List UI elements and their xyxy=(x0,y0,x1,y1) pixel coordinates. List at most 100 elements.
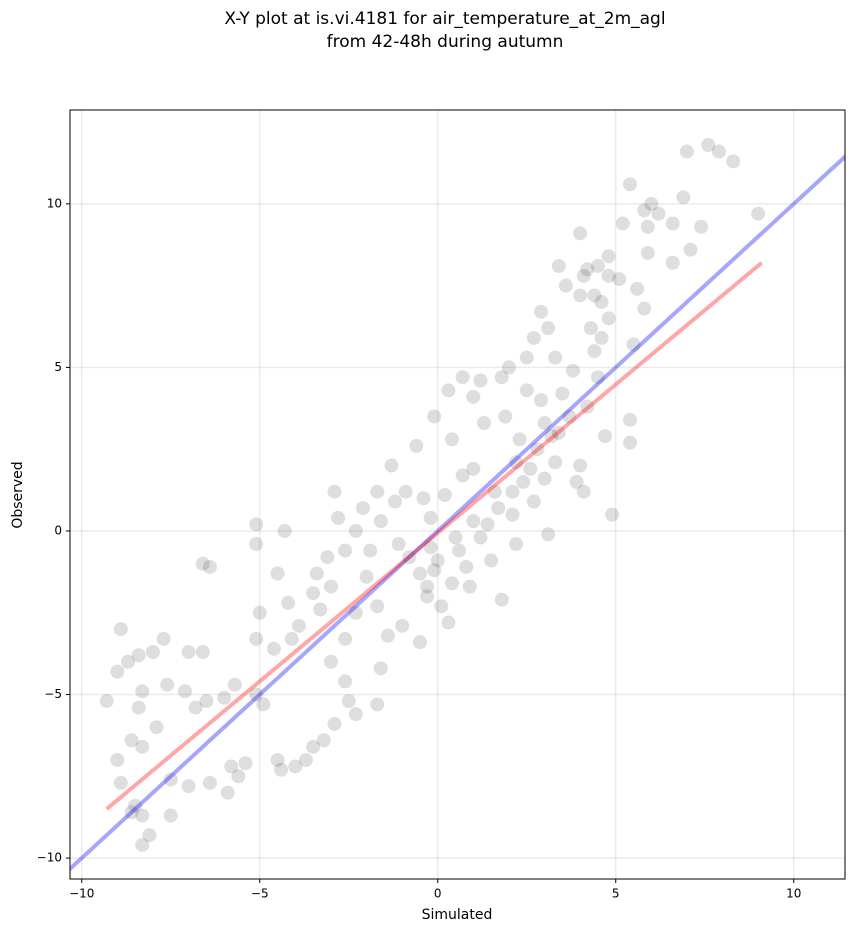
y-axis-label: Observed xyxy=(10,461,26,528)
point xyxy=(555,386,570,401)
point xyxy=(665,255,680,270)
point xyxy=(580,262,595,277)
point xyxy=(316,733,331,748)
point xyxy=(288,759,303,774)
point xyxy=(177,684,192,699)
point xyxy=(434,599,449,614)
point xyxy=(509,537,524,552)
x-axis-label: Simulated xyxy=(422,907,493,923)
point xyxy=(612,272,627,287)
point xyxy=(348,707,363,722)
point xyxy=(644,196,659,211)
point xyxy=(409,438,424,453)
point xyxy=(665,216,680,231)
point xyxy=(348,605,363,620)
point xyxy=(217,690,232,705)
point xyxy=(99,694,114,709)
point xyxy=(651,206,666,221)
point xyxy=(327,716,342,731)
y-tick-label: −5 xyxy=(44,687,62,701)
point xyxy=(640,245,655,260)
point xyxy=(412,566,427,581)
point xyxy=(124,733,139,748)
point xyxy=(135,739,150,754)
point xyxy=(195,644,210,659)
point xyxy=(466,461,481,476)
point xyxy=(363,543,378,558)
point xyxy=(626,337,641,352)
point xyxy=(466,389,481,404)
point xyxy=(541,321,556,336)
point xyxy=(462,579,477,594)
point xyxy=(199,694,214,709)
point xyxy=(306,739,321,754)
point xyxy=(427,409,442,424)
point xyxy=(587,344,602,359)
point xyxy=(277,523,292,538)
point xyxy=(420,579,435,594)
point xyxy=(202,559,217,574)
point xyxy=(402,550,417,565)
point xyxy=(701,137,716,152)
point xyxy=(498,409,513,424)
point xyxy=(270,566,285,581)
point xyxy=(338,543,353,558)
grid xyxy=(70,110,845,879)
point xyxy=(516,474,531,489)
point xyxy=(135,808,150,823)
point xyxy=(455,370,470,385)
point xyxy=(622,435,637,450)
point xyxy=(530,442,545,457)
point xyxy=(284,631,299,646)
points xyxy=(99,137,766,852)
point xyxy=(313,602,328,617)
point xyxy=(487,484,502,499)
point xyxy=(509,455,524,470)
point xyxy=(551,425,566,440)
point xyxy=(484,553,499,568)
point xyxy=(622,412,637,427)
point xyxy=(580,399,595,414)
point xyxy=(590,370,605,385)
y-tick-label: 10 xyxy=(47,196,62,210)
point xyxy=(427,563,442,578)
reference-line xyxy=(105,261,763,811)
y-tick-label: 0 xyxy=(54,523,62,537)
point xyxy=(420,589,435,604)
point xyxy=(533,304,548,319)
point xyxy=(676,190,691,205)
point xyxy=(526,330,541,345)
point xyxy=(562,409,577,424)
point xyxy=(142,828,157,843)
point xyxy=(558,278,573,293)
point xyxy=(448,530,463,545)
point xyxy=(149,720,164,735)
point xyxy=(341,694,356,709)
point xyxy=(576,268,591,283)
point xyxy=(327,484,342,499)
point xyxy=(505,507,520,522)
point xyxy=(544,429,559,444)
reference-line xyxy=(70,154,845,872)
point xyxy=(188,700,203,715)
point xyxy=(537,416,552,431)
point xyxy=(113,775,128,790)
point xyxy=(131,700,146,715)
point xyxy=(249,537,264,552)
point xyxy=(576,484,591,499)
point xyxy=(281,595,296,610)
point xyxy=(569,474,584,489)
point xyxy=(348,523,363,538)
point xyxy=(145,644,160,659)
point xyxy=(455,468,470,483)
point xyxy=(249,687,264,702)
point xyxy=(231,769,246,784)
point xyxy=(110,664,125,679)
point xyxy=(533,393,548,408)
point xyxy=(227,677,242,692)
point xyxy=(494,592,509,607)
point xyxy=(452,543,467,558)
point xyxy=(113,622,128,637)
point xyxy=(380,628,395,643)
point xyxy=(437,487,452,502)
